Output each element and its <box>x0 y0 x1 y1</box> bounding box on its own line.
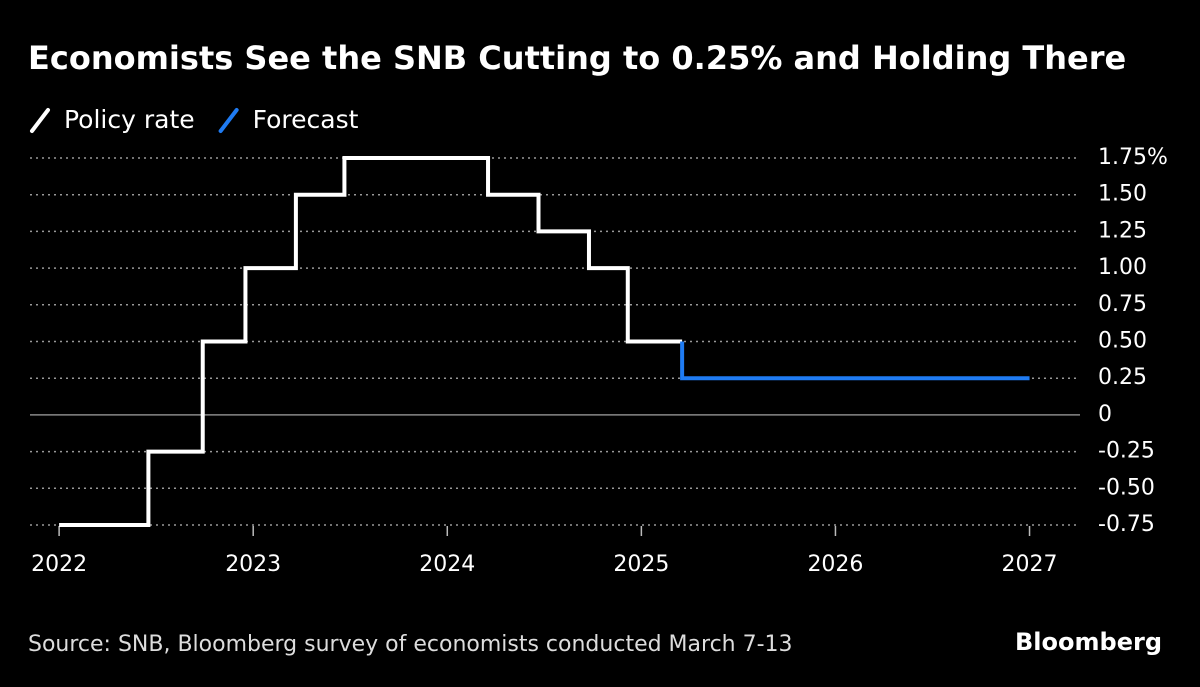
y-tick-label: 1.00 <box>1098 255 1147 280</box>
y-tick-label: -0.75 <box>1098 512 1155 537</box>
source: Source: SNB, Bloomberg survey of economi… <box>28 632 793 657</box>
legend-swatch <box>30 108 50 133</box>
x-tick-label: 2026 <box>807 552 863 577</box>
y-tick-label: 0.75 <box>1098 292 1147 317</box>
y-tick-label: 1.25 <box>1098 218 1147 243</box>
y-tick-label: 0 <box>1098 402 1112 427</box>
series-line <box>59 156 683 527</box>
y-tick-label: -0.25 <box>1098 439 1155 464</box>
y-tick-label: -0.50 <box>1098 475 1155 500</box>
x-tick-label: 2024 <box>419 552 475 577</box>
y-tick-label: 1.50 <box>1098 182 1147 207</box>
x-tick-label: 2027 <box>1002 552 1058 577</box>
series-line <box>680 341 1030 381</box>
legend-swatch <box>218 108 239 133</box>
x-tick-label: 2022 <box>31 552 87 577</box>
chart-title: Economists See the SNB Cutting to 0.25% … <box>28 39 1126 77</box>
x-tick-label: 2025 <box>613 552 669 577</box>
legend-label: Policy rate <box>64 105 195 134</box>
y-tick-label: 0.25 <box>1098 365 1147 390</box>
legend-label: Forecast <box>253 105 359 134</box>
x-tick-label: 2023 <box>225 552 281 577</box>
brand: Bloomberg <box>1015 628 1162 656</box>
y-tick-label: 1.75% <box>1098 145 1168 170</box>
y-tick-label: 0.50 <box>1098 329 1147 354</box>
